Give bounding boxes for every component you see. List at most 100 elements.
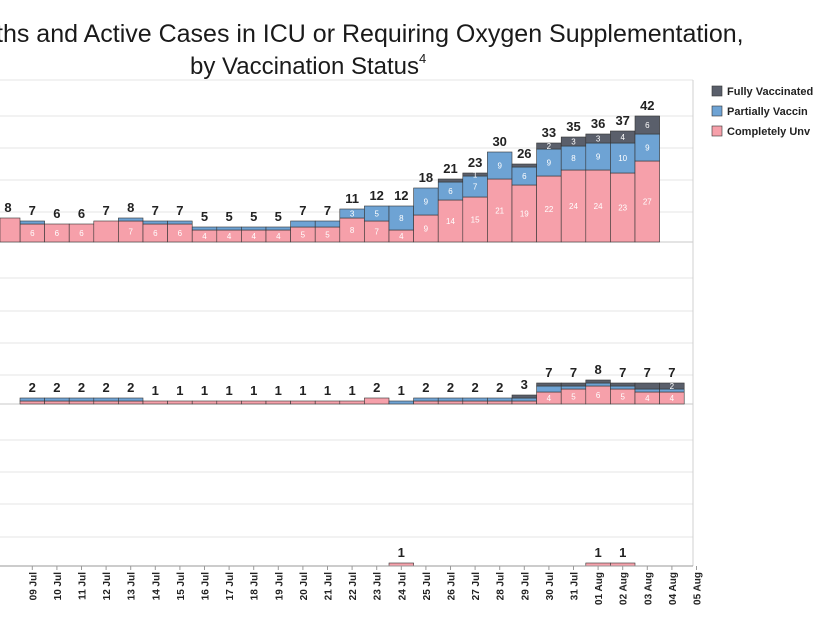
bar-segment <box>68 397 95 402</box>
x-tick-label: 13 Jul <box>127 572 138 601</box>
bar-segment <box>290 400 316 405</box>
bar-segment <box>511 163 537 168</box>
x-tick-label: 29 Jul <box>520 572 531 601</box>
bar-segment <box>437 400 464 405</box>
bar-segment <box>536 382 562 387</box>
bar-segment <box>118 397 144 402</box>
segment-label: 4 <box>227 232 232 241</box>
total-label: 8 <box>594 362 601 377</box>
bar-segment <box>585 169 611 243</box>
segment-label: 9 <box>645 144 650 153</box>
panel-bottom <box>0 404 694 567</box>
bar-segment <box>634 388 660 393</box>
segment-label: 4 <box>251 232 256 241</box>
total-label: 42 <box>640 98 654 113</box>
total-label: 1 <box>324 383 331 398</box>
legend-label: Partially Vaccin <box>727 106 808 118</box>
x-tick-label: 27 Jul <box>471 572 482 601</box>
total-label: 2 <box>127 380 134 395</box>
total-label: 36 <box>591 116 605 131</box>
bar-segment <box>462 400 488 405</box>
segment-label: 10 <box>618 154 627 163</box>
total-label: 12 <box>394 188 408 203</box>
segment-label: 6 <box>645 121 650 130</box>
bar-segment <box>167 400 193 405</box>
total-label: 7 <box>324 203 331 218</box>
bar-segment <box>437 199 464 243</box>
total-label: 6 <box>53 206 60 221</box>
segment-label: 3 <box>596 135 601 144</box>
bar-segment <box>93 400 119 405</box>
total-label: 2 <box>53 380 60 395</box>
total-label: 7 <box>570 365 577 380</box>
bar-segment <box>19 220 45 225</box>
bar-segment <box>511 400 537 405</box>
x-tick-label: 17 Jul <box>225 572 236 601</box>
segment-label: 4 <box>547 394 552 403</box>
bar-segment <box>560 385 587 390</box>
segment-label: 8 <box>571 154 576 163</box>
segment-label: 9 <box>497 162 502 171</box>
x-tick-label: 31 Jul <box>570 572 581 601</box>
bar-segment <box>216 226 242 231</box>
segment-label: 6 <box>55 229 60 238</box>
segment-label: 3 <box>571 138 576 147</box>
x-axis: 09 Jul 10 Jul 11 Jul 12 Jul 13 Jul 14 Jul 15 J… <box>0 565 704 605</box>
total-label: 5 <box>250 209 257 224</box>
segment-label: 9 <box>596 153 601 162</box>
total-label: 18 <box>419 170 433 185</box>
x-tick-label: 22 Jul <box>348 572 359 601</box>
x-tick-label: 11 Jul <box>78 572 89 600</box>
bar-segment <box>634 133 660 162</box>
segment-label: 4 <box>670 394 675 403</box>
bar-segment <box>413 214 439 243</box>
x-tick-label: 21 Jul <box>324 572 335 601</box>
bar-segment <box>487 397 513 402</box>
bar-segment <box>167 220 193 225</box>
total-label: 7 <box>545 365 552 380</box>
segment-label: 2 <box>670 382 675 391</box>
total-label: 1 <box>225 383 232 398</box>
bar-segment <box>265 400 291 405</box>
bar-segment <box>610 172 636 243</box>
bar-segment <box>191 400 218 405</box>
bar-segment <box>388 205 414 231</box>
segment-label: 9 <box>424 225 429 234</box>
total-label: 7 <box>176 203 183 218</box>
total-label: 7 <box>299 203 306 218</box>
x-tick-label: 23 Jul <box>373 572 384 601</box>
total-label: 5 <box>201 209 208 224</box>
segment-label: 22 <box>544 205 553 214</box>
total-label: 5 <box>225 209 232 224</box>
total-label: 37 <box>615 113 629 128</box>
segment-label: 23 <box>618 204 627 213</box>
total-label: 2 <box>78 380 85 395</box>
bar-segment <box>44 397 70 402</box>
bar-segment <box>314 220 341 228</box>
bar-segment <box>511 397 537 402</box>
segment-label: 6 <box>522 172 527 181</box>
segment-label: 14 <box>446 217 455 226</box>
total-label: 7 <box>619 365 626 380</box>
segment-label: 7 <box>128 228 133 237</box>
total-label: 2 <box>447 380 454 395</box>
segment-label: 6 <box>79 229 84 238</box>
chart-title-superscript: 4 <box>419 51 426 66</box>
x-tick-label: 09 Jul <box>28 572 39 601</box>
total-label: 1 <box>348 383 355 398</box>
segment-label: 4 <box>620 133 625 142</box>
segment-label: 9 <box>547 159 552 168</box>
bar-segment <box>93 220 119 243</box>
total-label: 7 <box>152 203 159 218</box>
segment-label: 6 <box>30 229 35 238</box>
segment-label: 5 <box>325 231 330 240</box>
segment-label: 15 <box>471 216 480 225</box>
total-label: 21 <box>443 161 457 176</box>
total-label: 7 <box>644 365 651 380</box>
bar-segment <box>142 400 168 405</box>
x-tick-label: 12 Jul <box>102 572 113 601</box>
total-label: 35 <box>566 119 580 134</box>
segment-label: 5 <box>620 393 625 402</box>
total-label: 1 <box>176 383 183 398</box>
